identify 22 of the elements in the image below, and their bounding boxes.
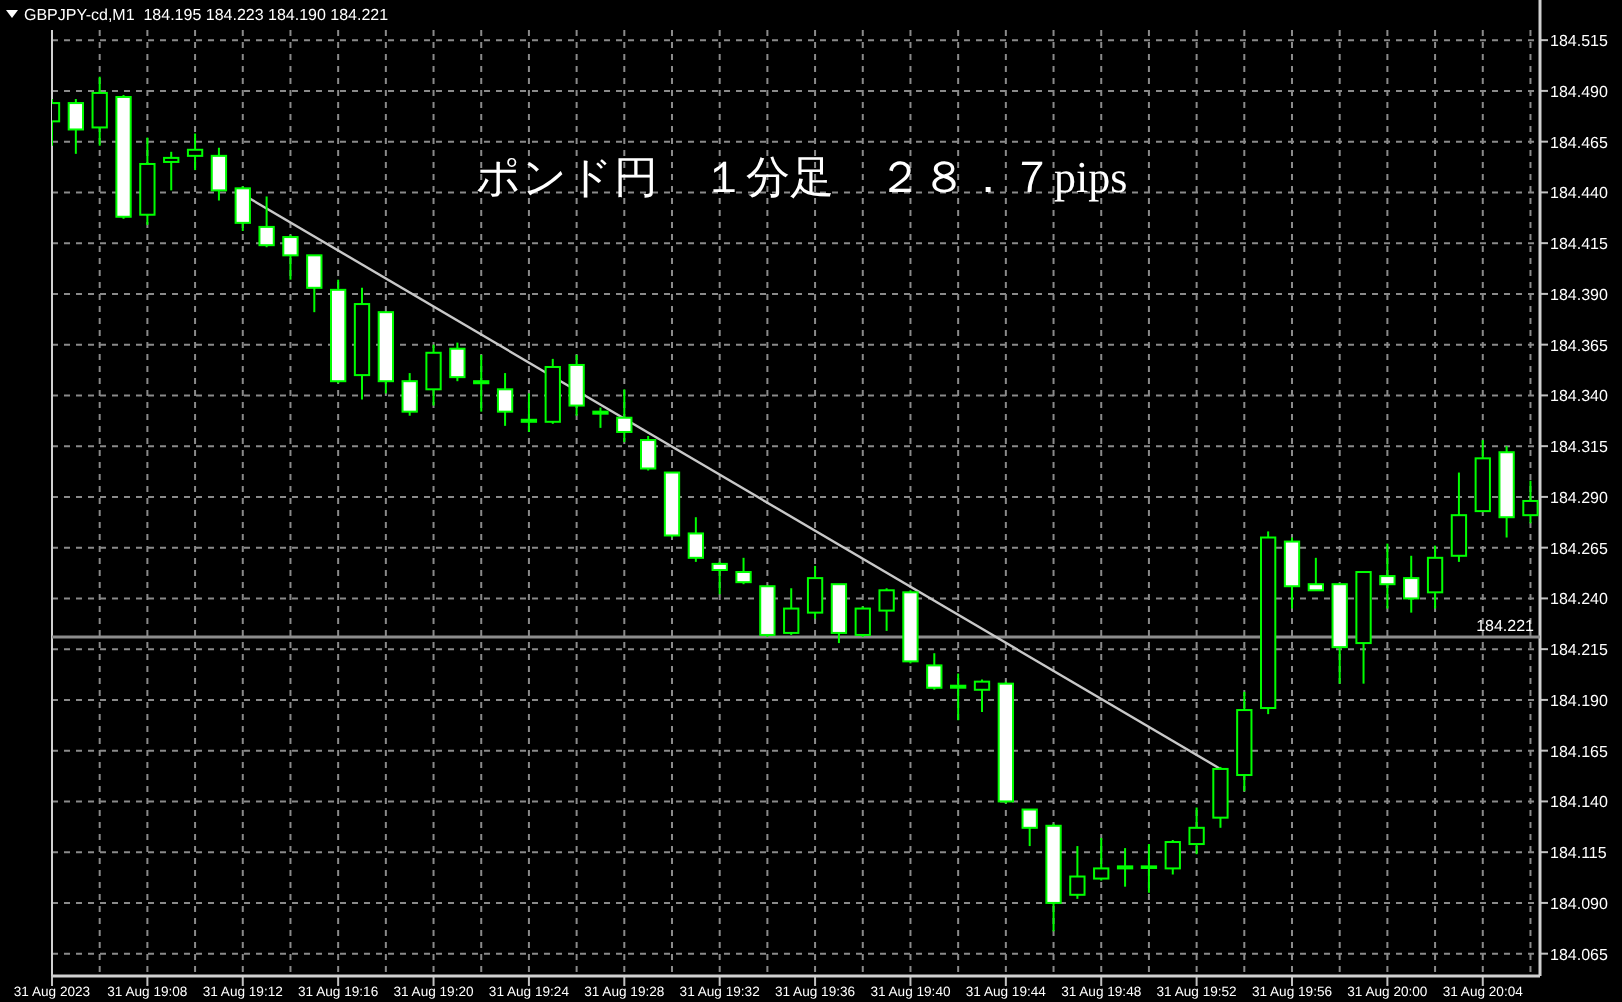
y-tick-label: 184.215 bbox=[1550, 641, 1609, 660]
y-tick-label: 184.090 bbox=[1550, 894, 1609, 913]
y-tick-label: 184.115 bbox=[1550, 844, 1608, 863]
y-tick-label: 184.440 bbox=[1550, 184, 1609, 203]
y-tick-label: 184.290 bbox=[1550, 488, 1609, 507]
y-tick-label: 184.165 bbox=[1550, 742, 1609, 761]
y-tick-label: 184.240 bbox=[1550, 590, 1609, 609]
y-tick-label: 184.365 bbox=[1550, 336, 1609, 355]
chart-subtitle: GBPJPY-cd,M1 184.195 184.223 184.190 184.221 bbox=[24, 6, 390, 24]
y-tick-label: 184.490 bbox=[1550, 82, 1609, 101]
y-tick-label: 184.415 bbox=[1550, 235, 1609, 254]
y-tick-label: 184.265 bbox=[1550, 539, 1609, 558]
ref-line-label: 184.221 bbox=[1476, 616, 1536, 635]
y-tick-label: 184.190 bbox=[1550, 691, 1609, 710]
text: ポンド円 １分足 ２８．７pips bbox=[476, 152, 1128, 202]
y-tick-label: 184.315 bbox=[1550, 438, 1609, 457]
y-tick-label: 184.340 bbox=[1550, 387, 1609, 406]
y-tick-label: 184.515 bbox=[1550, 32, 1609, 51]
y-tick-label: 184.465 bbox=[1550, 133, 1609, 152]
y-tick-label: 184.065 bbox=[1550, 945, 1609, 964]
y-tick-label: 184.390 bbox=[1550, 285, 1609, 304]
y-tick-label: 184.140 bbox=[1550, 793, 1609, 812]
